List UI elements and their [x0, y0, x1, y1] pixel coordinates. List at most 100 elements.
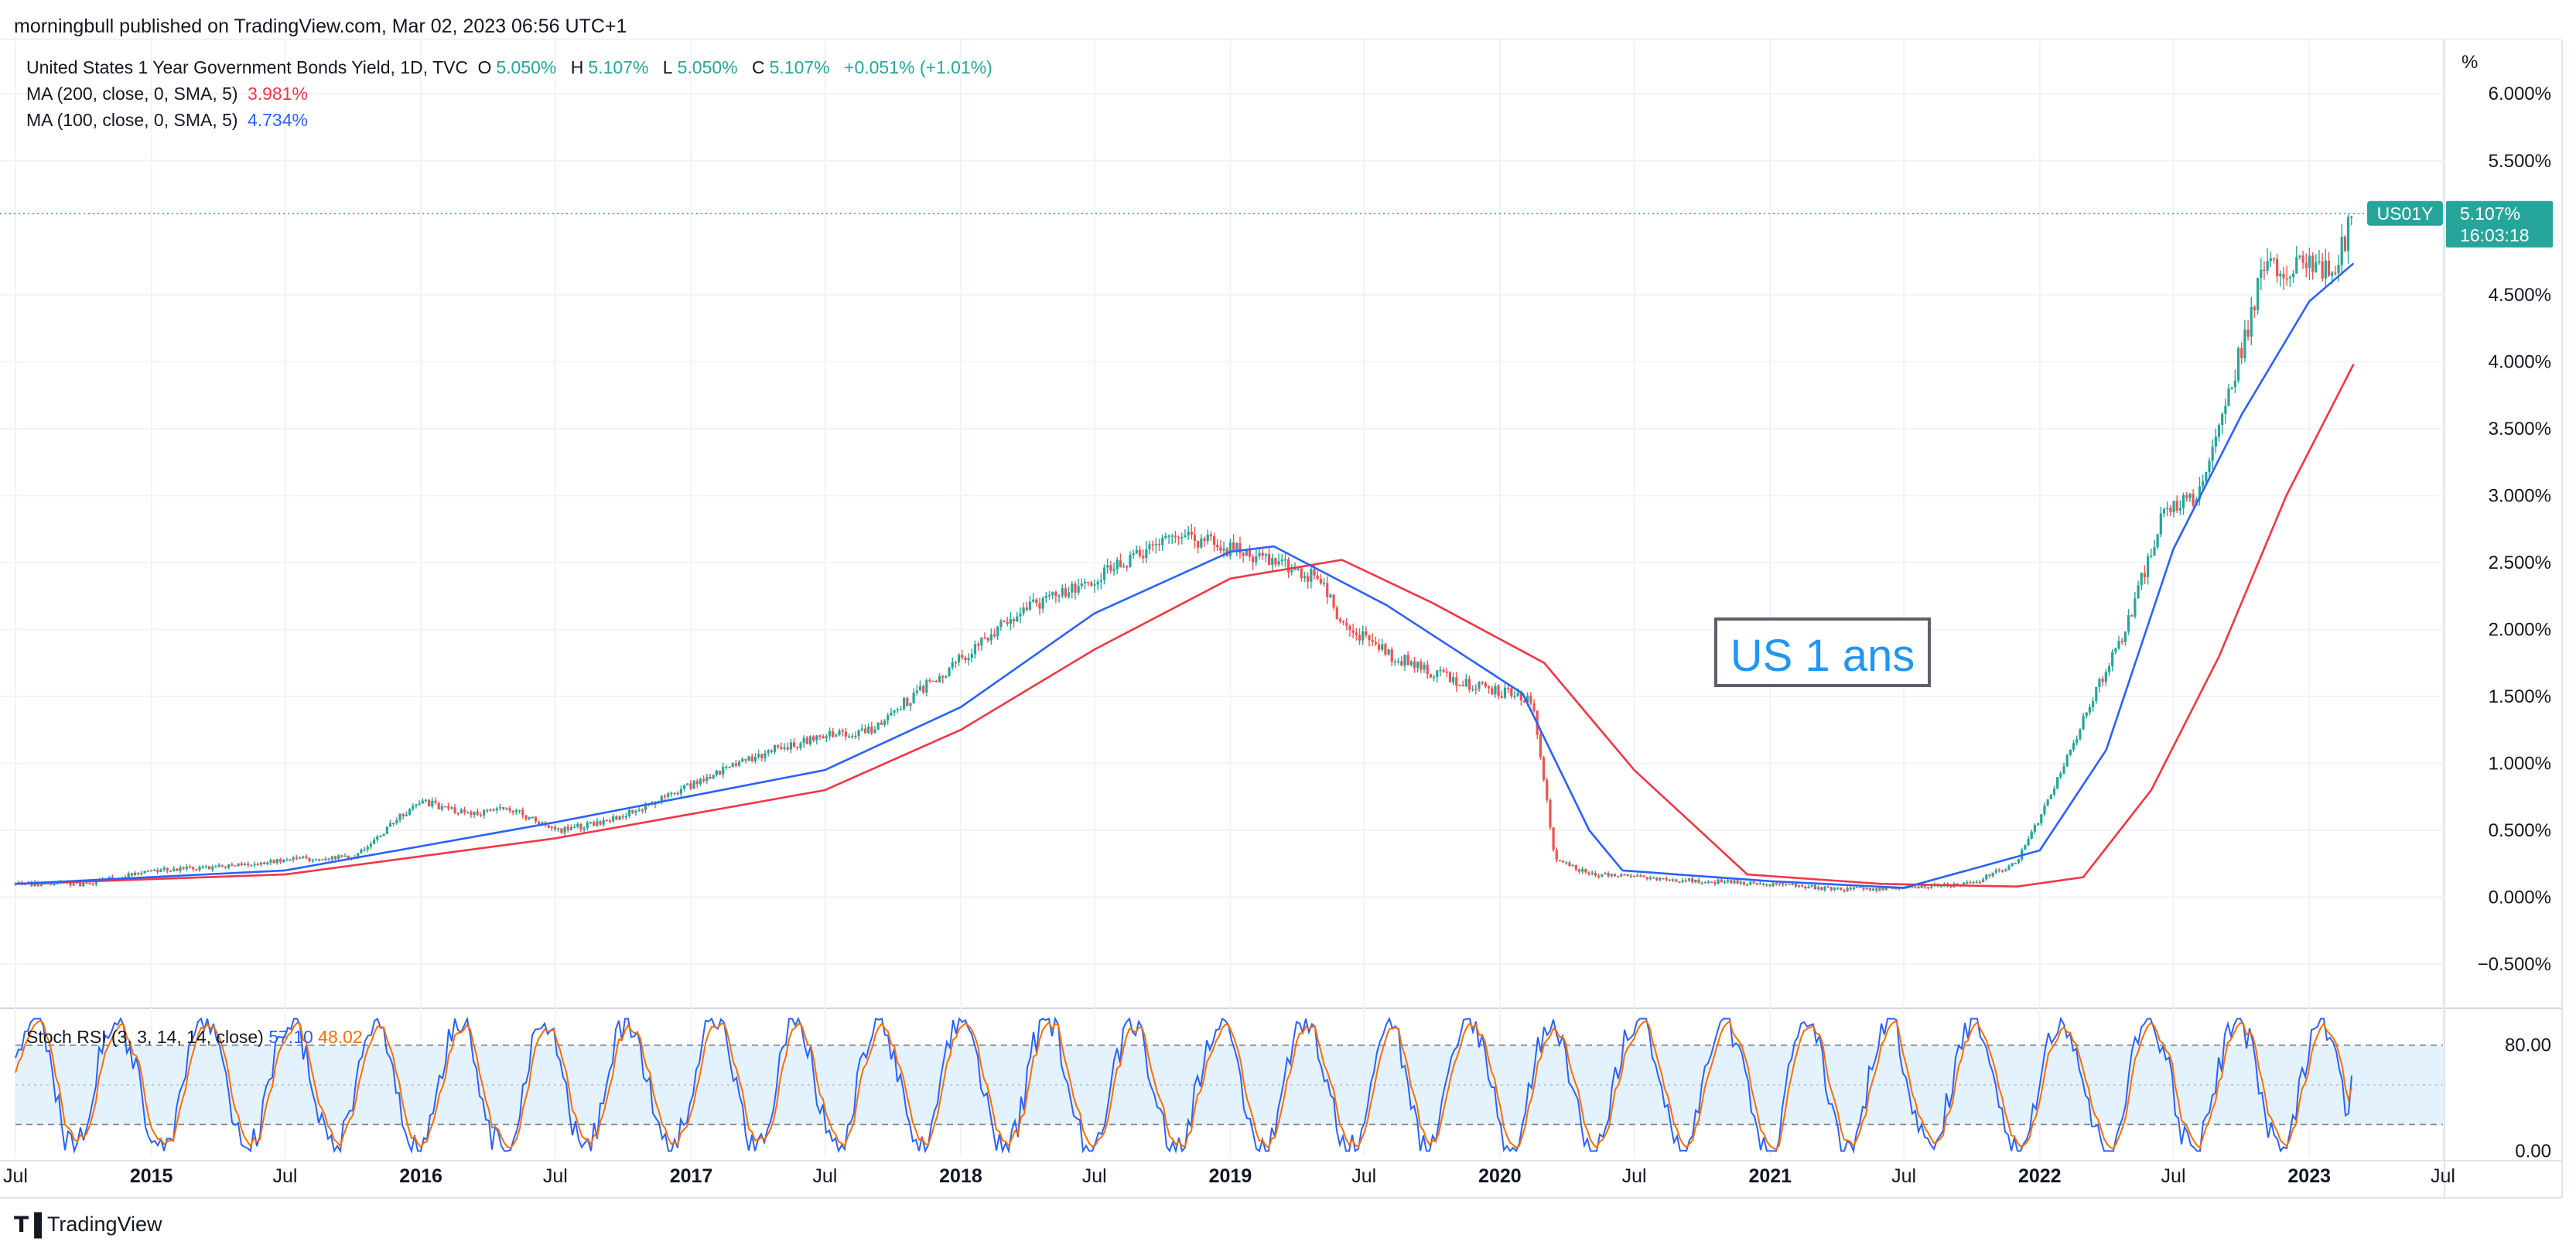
candle-body — [744, 758, 747, 761]
candle-body — [1816, 887, 1820, 890]
candle-body — [182, 867, 185, 869]
ma200-legend[interactable]: MA (200, close, 0, SMA, 5) 3.981% — [26, 80, 313, 107]
candle-body — [1768, 884, 1771, 886]
candle-body — [777, 745, 780, 747]
candle-body — [211, 867, 214, 870]
candle-body — [1484, 682, 1487, 687]
candle-body — [408, 809, 412, 815]
candle-body — [1966, 882, 1969, 884]
candle-body — [715, 770, 718, 775]
candle-body — [786, 747, 789, 750]
tradingview-logo-icon: 𝗧▐ — [14, 1213, 42, 1237]
candle-body — [382, 833, 385, 836]
candle-body — [1742, 881, 1746, 885]
candle-body — [1703, 881, 1707, 884]
candle-body — [1859, 887, 1862, 888]
candle-body — [1297, 568, 1300, 570]
candle-body — [961, 655, 964, 658]
candle-body — [925, 680, 928, 693]
candle-body — [1361, 631, 1365, 641]
candle-body — [1613, 874, 1617, 877]
candle-body — [1930, 886, 1933, 888]
candle-body — [1145, 549, 1148, 559]
candle-body — [398, 813, 401, 821]
candle-body — [2188, 494, 2192, 498]
candle-body — [2101, 679, 2104, 682]
candle-body — [2298, 255, 2301, 258]
x-tick-label: 2018 — [939, 1165, 982, 1187]
candle-body — [1006, 621, 1009, 624]
tradingview-brand[interactable]: 𝗧▐ TradingView — [14, 1212, 162, 1237]
candle-body — [318, 859, 321, 860]
candle-body — [1497, 686, 1500, 696]
candle-body — [379, 836, 382, 837]
candle-body — [899, 709, 903, 710]
candle-body — [1820, 887, 1823, 891]
candle-body — [1106, 565, 1109, 568]
candle-body — [1513, 696, 1516, 697]
ma100-legend[interactable]: MA (100, close, 0, SMA, 5) 4.734% — [26, 107, 313, 133]
candle-body — [1452, 677, 1455, 682]
candle-body — [1665, 878, 1668, 880]
candle-body — [1122, 566, 1126, 568]
candle-body — [1991, 872, 1994, 876]
candle-body — [2172, 501, 2175, 512]
annotation-box — [1714, 617, 1931, 687]
candle-body — [934, 680, 938, 682]
candle-body — [2272, 258, 2276, 260]
candle-body — [957, 655, 961, 662]
candle-body — [214, 866, 217, 868]
candle-body — [2331, 272, 2334, 276]
candle-body — [1868, 888, 1872, 891]
candle-body — [1645, 877, 1648, 879]
candle-body — [1174, 535, 1177, 538]
y-tick-label: 2.000% — [2489, 619, 2551, 640]
candle-body — [1054, 592, 1057, 597]
candle-body — [227, 864, 231, 868]
candle-body — [1038, 603, 1041, 609]
publisher-line: morningbull published on TradingView.com… — [14, 15, 627, 37]
candle-body — [2052, 788, 2056, 795]
candle-body — [822, 736, 825, 739]
candle-body — [2162, 508, 2166, 514]
candle-body — [1190, 532, 1193, 535]
candle-body — [1032, 599, 1035, 602]
candle-body — [159, 869, 162, 872]
candle-body — [670, 792, 673, 795]
candle-body — [2159, 513, 2162, 535]
stoch-d-value: 48.02 — [318, 1027, 363, 1047]
candle-body — [418, 803, 421, 805]
candle-body — [1203, 538, 1206, 542]
candle-body — [799, 743, 802, 748]
candle-body — [1736, 880, 1739, 884]
candle-body — [1377, 644, 1381, 650]
countdown-timer: 16:03:18 — [2460, 225, 2530, 245]
stoch-legend[interactable]: Stoch RSI (3, 3, 14, 14, close) 57.10 48… — [26, 1027, 363, 1048]
candle-body — [1687, 878, 1691, 881]
candle-body — [802, 737, 805, 744]
candle-body — [2037, 823, 2040, 826]
candle-body — [421, 800, 424, 804]
candle-body — [1403, 655, 1406, 666]
candle-body — [1374, 641, 1377, 645]
candle-body — [812, 736, 815, 741]
candle-body — [1804, 886, 1807, 889]
candle-body — [2233, 380, 2236, 388]
candle-body — [259, 862, 263, 865]
y-tick-label: 4.000% — [2489, 351, 2551, 372]
candle-body — [922, 686, 925, 693]
candle-body — [1025, 607, 1028, 611]
candle-body — [783, 747, 786, 749]
y-tick-label: 1.000% — [2489, 754, 2551, 775]
candle-body — [1778, 883, 1782, 884]
candle-body — [1164, 535, 1167, 539]
candle-body — [1342, 621, 1345, 623]
candle-body — [835, 735, 838, 737]
candle-body — [818, 735, 822, 737]
candle-body — [2178, 508, 2181, 511]
symbol-title[interactable]: United States 1 Year Government Bonds Yi… — [26, 57, 469, 77]
candle-body — [1672, 879, 1675, 881]
candle-body — [473, 812, 476, 816]
candle-body — [1836, 887, 1840, 889]
